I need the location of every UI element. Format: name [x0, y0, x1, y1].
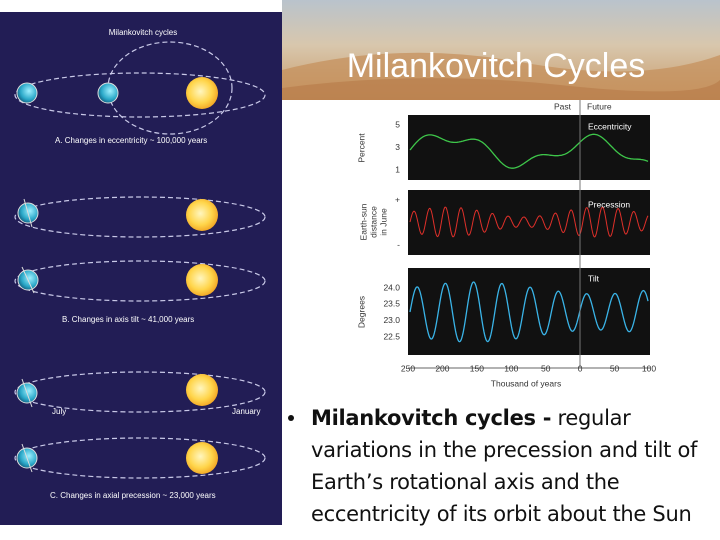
y-tick-label: + [395, 194, 400, 204]
y-tick-label: 1 [395, 164, 400, 174]
bullet-body: regular variations in the precession and… [311, 406, 698, 526]
eccentricity-panel [408, 115, 650, 180]
y-axis-label: Earth-sun [358, 203, 368, 240]
y-tick-label: 3 [395, 142, 400, 152]
x-tick-label: 50 [610, 363, 620, 373]
panel-label: Eccentricity [588, 121, 632, 131]
panel-title: Milankovitch cycles [109, 28, 177, 37]
precession-curve [409, 206, 649, 238]
panel-label: Precession [588, 199, 630, 209]
y-tick-label: 23.5 [383, 299, 400, 309]
future-label: Future [587, 101, 612, 111]
caption: A. Changes in eccentricity ~ 100,000 yea… [55, 136, 207, 145]
slide-title: Milankovitch Cycles [347, 47, 646, 85]
suns [186, 77, 218, 474]
tilt-panel [408, 268, 650, 355]
caption: B. Changes in axis tilt ~ 41,000 years [62, 315, 194, 324]
dune [282, 78, 720, 100]
y-axis-label: in June [378, 208, 388, 236]
caption: C. Changes in axial precession ~ 23,000 … [50, 491, 216, 500]
x-tick-label: 50 [541, 363, 551, 373]
x-tick-label: 100 [642, 363, 656, 373]
x-tick-label: 100 [504, 363, 518, 373]
y-tick-label: 24.0 [383, 282, 400, 292]
y-tick-label: 22.5 [383, 331, 400, 341]
eccentricity-curve [409, 133, 649, 169]
x-tick-label: 0 [578, 363, 583, 373]
y-axis-label: Percent [356, 133, 366, 163]
y-axis-label: distance [368, 206, 378, 238]
x-axis-label: Thousand of years [491, 378, 561, 388]
bullet-text: Milankovitch cycles - regular variations… [311, 402, 716, 530]
tilt-curve [409, 281, 649, 343]
y-tick-label: 5 [395, 119, 400, 129]
month-label: July [52, 407, 66, 416]
y-tick-label: - [397, 239, 400, 249]
month-label: January [232, 407, 260, 416]
x-tick-label: 200 [435, 363, 449, 373]
x-tick-label: 150 [470, 363, 484, 373]
precession-panel [408, 190, 650, 255]
past-label: Past [554, 101, 572, 111]
earths [16, 82, 119, 473]
panel-label: Tilt [588, 273, 600, 283]
bullet-term: Milankovitch cycles - [311, 406, 552, 430]
x-tick-label: 250 [401, 363, 415, 373]
y-tick-label: 23.0 [383, 315, 400, 325]
y-axis-label: Degrees [356, 296, 366, 328]
